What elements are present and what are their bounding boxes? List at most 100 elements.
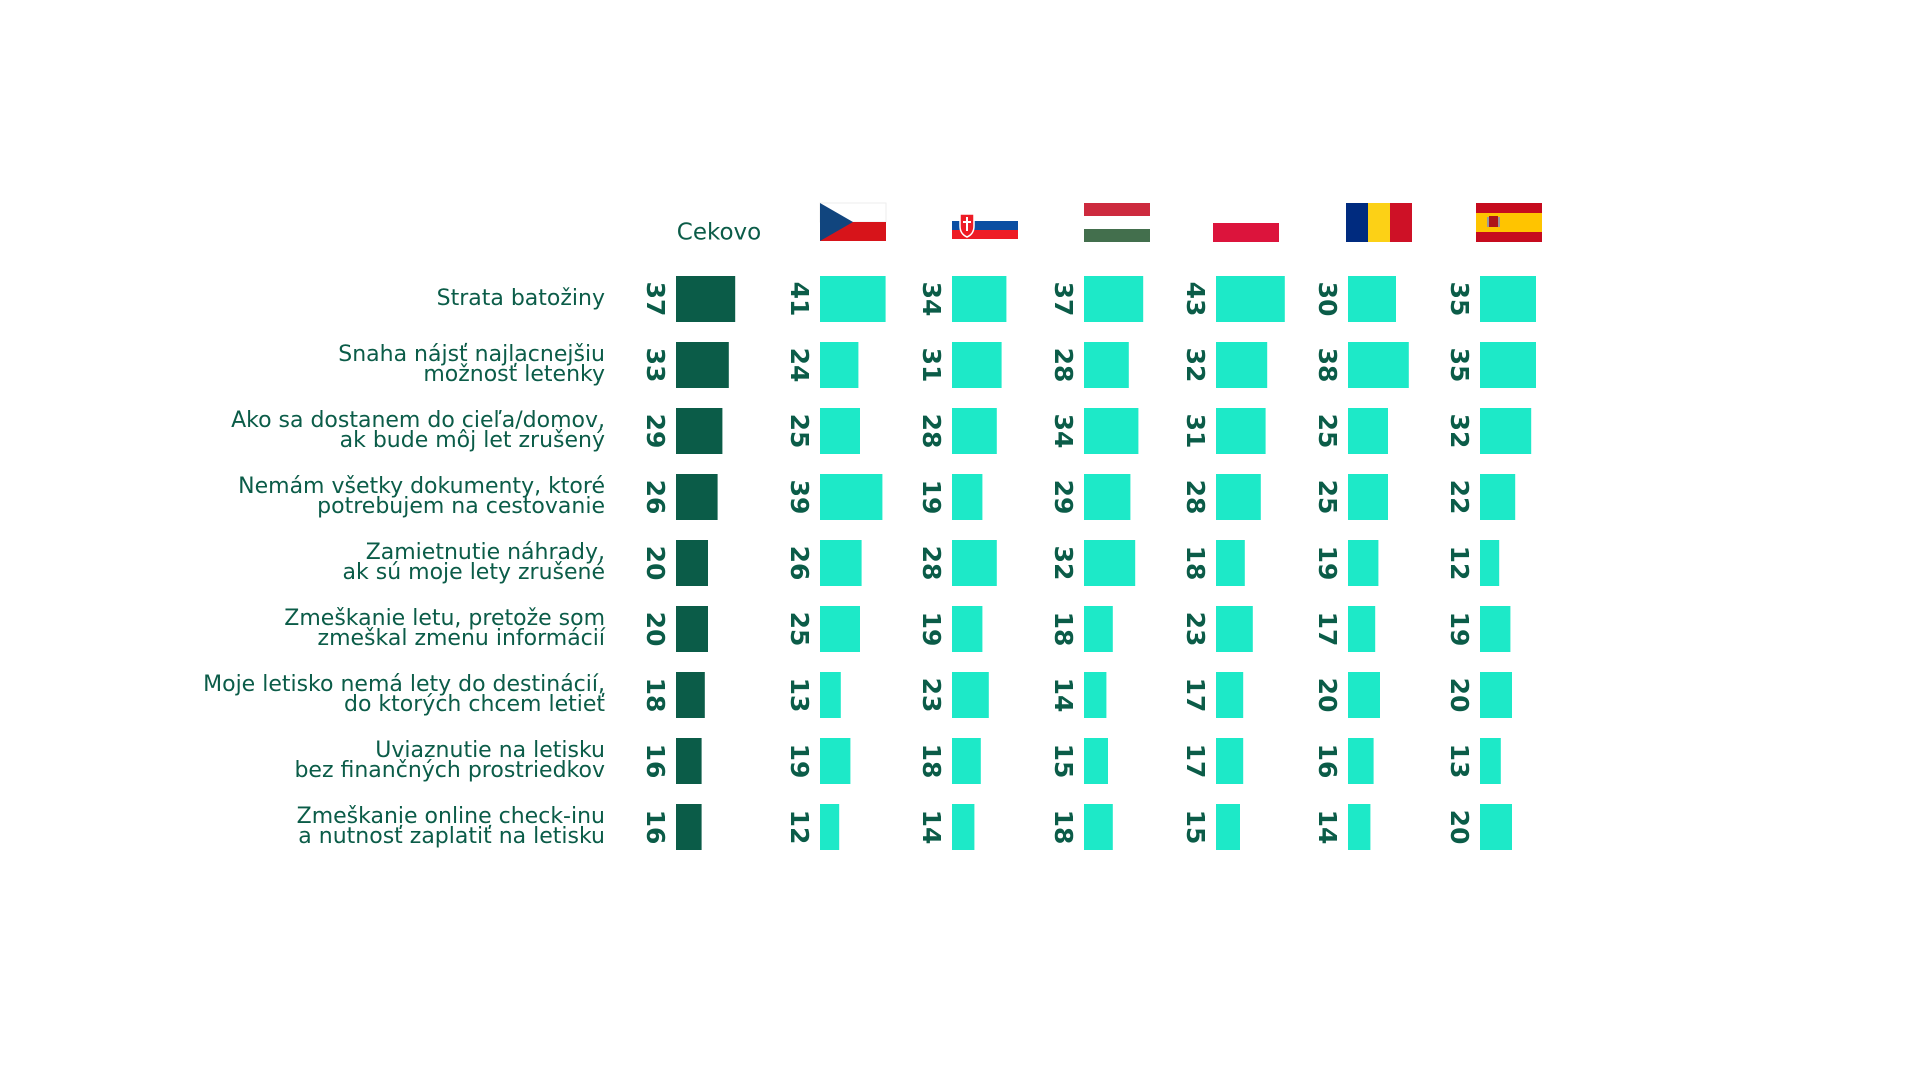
bar bbox=[952, 804, 975, 850]
flags bbox=[819, 202, 1542, 242]
bar bbox=[1216, 408, 1266, 454]
bar bbox=[1216, 474, 1261, 520]
bar bbox=[820, 276, 886, 322]
bar bbox=[676, 474, 718, 520]
value-label: 17 bbox=[1181, 678, 1210, 713]
category-label: Ako sa dostanem do cieľa/domov, bbox=[231, 408, 605, 433]
bar bbox=[1216, 606, 1253, 652]
value-label: 26 bbox=[641, 480, 670, 515]
value-label: 37 bbox=[1049, 282, 1078, 317]
category-label: Nemám všetky dokumenty, ktoré bbox=[238, 474, 605, 499]
category-label: Zmeškanie letu, pretože som bbox=[284, 606, 605, 631]
bar bbox=[676, 342, 729, 388]
value-label: 23 bbox=[917, 678, 946, 713]
bar bbox=[1348, 342, 1409, 388]
value-label: 19 bbox=[1445, 612, 1474, 647]
value-label: 14 bbox=[917, 810, 946, 845]
bar bbox=[952, 672, 989, 718]
bar bbox=[1084, 672, 1107, 718]
bar bbox=[1084, 408, 1139, 454]
value-label: 28 bbox=[1049, 348, 1078, 383]
bar bbox=[1348, 606, 1376, 652]
bar bbox=[1480, 606, 1511, 652]
value-label: 16 bbox=[1313, 744, 1342, 779]
bar bbox=[1084, 804, 1113, 850]
value-label: 37 bbox=[641, 282, 670, 317]
category-label: potrebujem na cestovanie bbox=[317, 494, 605, 519]
bar bbox=[820, 606, 860, 652]
flag-sk bbox=[952, 212, 1018, 239]
value-label: 16 bbox=[641, 744, 670, 779]
value-label: 41 bbox=[785, 282, 814, 317]
category-label: Strata batožiny bbox=[437, 286, 605, 311]
bar bbox=[676, 606, 708, 652]
bar bbox=[1084, 738, 1108, 784]
bar bbox=[1216, 804, 1240, 850]
bar bbox=[1348, 804, 1371, 850]
bar bbox=[952, 276, 1007, 322]
value-label: 29 bbox=[641, 414, 670, 449]
value-label: 19 bbox=[785, 744, 814, 779]
bar bbox=[1480, 276, 1536, 322]
bar bbox=[1348, 408, 1388, 454]
category-label: a nutnosť zaplatiť na letisku bbox=[298, 824, 605, 849]
category-label: ak sú moje lety zrušené bbox=[343, 560, 605, 585]
value-label: 25 bbox=[1313, 414, 1342, 449]
value-label: 28 bbox=[917, 546, 946, 581]
bar bbox=[1348, 276, 1396, 322]
bar bbox=[1348, 672, 1380, 718]
value-label: 17 bbox=[1181, 744, 1210, 779]
bar bbox=[820, 342, 859, 388]
bar bbox=[676, 408, 723, 454]
flag-pl bbox=[1213, 203, 1279, 242]
value-label: 18 bbox=[641, 678, 670, 713]
bar bbox=[1216, 738, 1244, 784]
category-label: Moje letisko nemá lety do destinácií, bbox=[203, 672, 605, 697]
value-label: 14 bbox=[1313, 810, 1342, 845]
bar bbox=[1084, 474, 1131, 520]
flag-ro bbox=[1346, 203, 1412, 242]
value-label: 28 bbox=[1181, 480, 1210, 515]
bar bbox=[1480, 738, 1501, 784]
bar bbox=[952, 606, 983, 652]
value-label: 31 bbox=[917, 348, 946, 383]
value-label: 20 bbox=[1445, 678, 1474, 713]
value-label: 20 bbox=[1313, 678, 1342, 713]
bar bbox=[820, 672, 841, 718]
value-label: 18 bbox=[1049, 612, 1078, 647]
bar bbox=[1216, 672, 1244, 718]
bar bbox=[952, 408, 997, 454]
category-label: bez finančných prostriedkov bbox=[294, 758, 605, 783]
value-label: 15 bbox=[1181, 810, 1210, 845]
bar bbox=[820, 540, 862, 586]
bar bbox=[1216, 276, 1285, 322]
value-label: 20 bbox=[1445, 810, 1474, 845]
value-label: 25 bbox=[785, 612, 814, 647]
value-label: 28 bbox=[917, 414, 946, 449]
bar bbox=[1480, 408, 1532, 454]
value-label: 31 bbox=[1181, 414, 1210, 449]
category-label: zmeškal zmenu informácií bbox=[318, 626, 606, 651]
category-label: Zmeškanie online check-inu bbox=[297, 804, 605, 829]
bar bbox=[676, 540, 708, 586]
value-label: 19 bbox=[917, 480, 946, 515]
value-label: 35 bbox=[1445, 348, 1474, 383]
bar bbox=[1480, 804, 1512, 850]
value-label: 18 bbox=[917, 744, 946, 779]
bar bbox=[676, 672, 705, 718]
value-label: 23 bbox=[1181, 612, 1210, 647]
bar bbox=[820, 738, 851, 784]
value-label: 18 bbox=[1049, 810, 1078, 845]
category-label: do ktorých chcem letieť bbox=[344, 692, 605, 717]
bar bbox=[1216, 540, 1245, 586]
value-label: 32 bbox=[1445, 414, 1474, 449]
value-label: 33 bbox=[641, 348, 670, 383]
bar bbox=[820, 474, 883, 520]
flag-hu bbox=[1084, 203, 1150, 242]
value-label: 39 bbox=[785, 480, 814, 515]
category-label: Zamietnutie náhrady, bbox=[366, 540, 605, 565]
value-label: 17 bbox=[1313, 612, 1342, 647]
category-label: možnosť letenky bbox=[423, 362, 605, 387]
bar bbox=[1348, 738, 1374, 784]
bar bbox=[676, 738, 702, 784]
